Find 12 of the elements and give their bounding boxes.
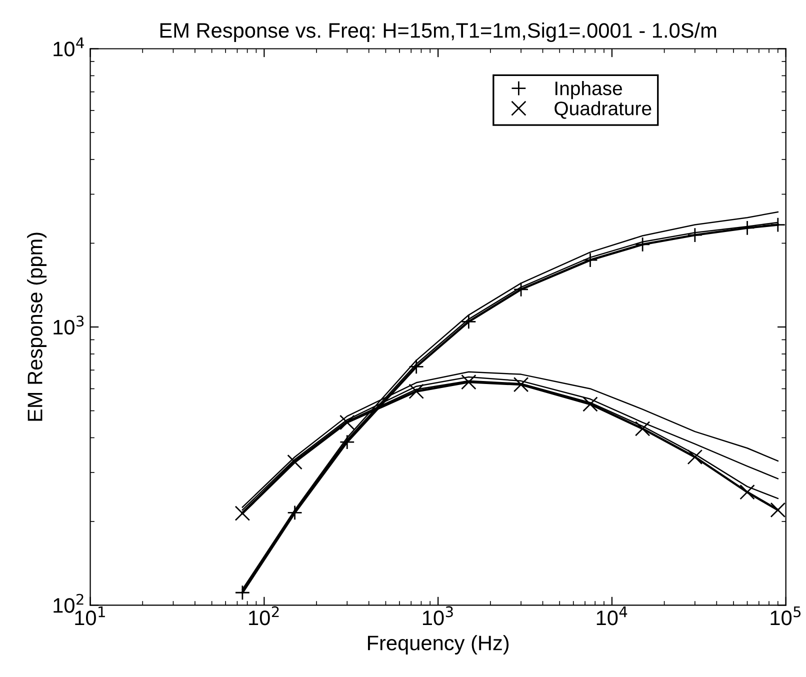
x-tick-label: 10$^{2}$ (249, 606, 279, 626)
legend-label: Inphase (555, 80, 622, 100)
chart-title: EM Response vs. Freq: H=15m,T1=1m,Sig1=.0001 - 1.0S/m (160, 22, 716, 42)
y-tick-label: 10$^{3}$ (54, 316, 84, 335)
x-tick-label: 10$^{1}$ (75, 606, 105, 626)
x-tick-label: 10$^{3}$ (422, 606, 453, 626)
legend-label: Quadrature (554, 101, 652, 119)
x-tick-label: 10$^{4}$ (596, 606, 628, 626)
y-tick-label: 10$^{4}$ (54, 38, 84, 56)
x-tick-label: 10$^{5}$ (770, 606, 801, 626)
y-axis-title: EM Response (ppm) (27, 232, 47, 421)
x-axis-title: Frequency (Hz) (368, 635, 509, 654)
